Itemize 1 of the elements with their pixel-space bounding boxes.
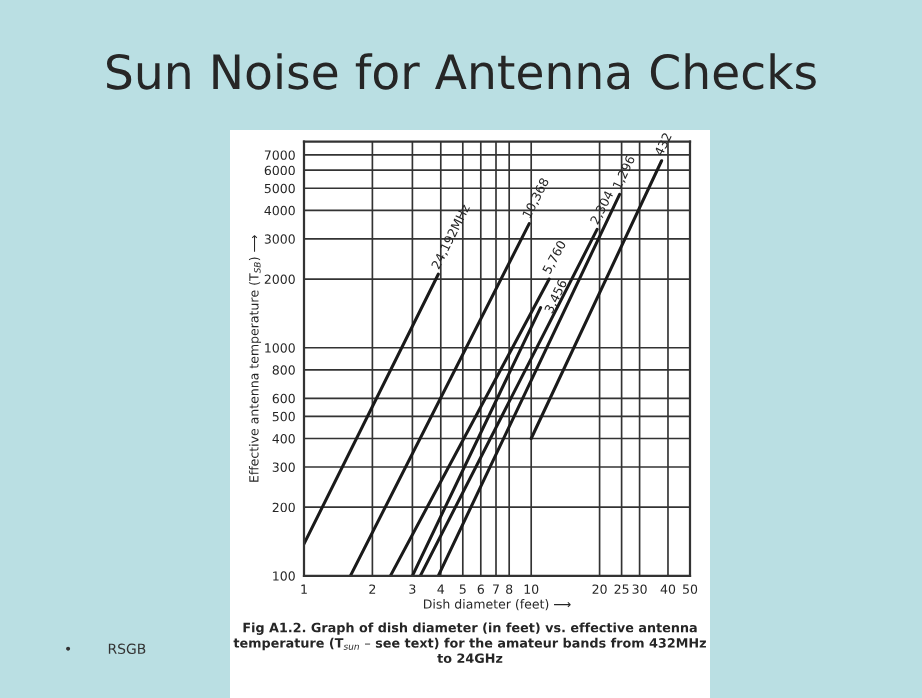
- chart-title: Sun Noise for Antenna Checks: [106, 53, 816, 90]
